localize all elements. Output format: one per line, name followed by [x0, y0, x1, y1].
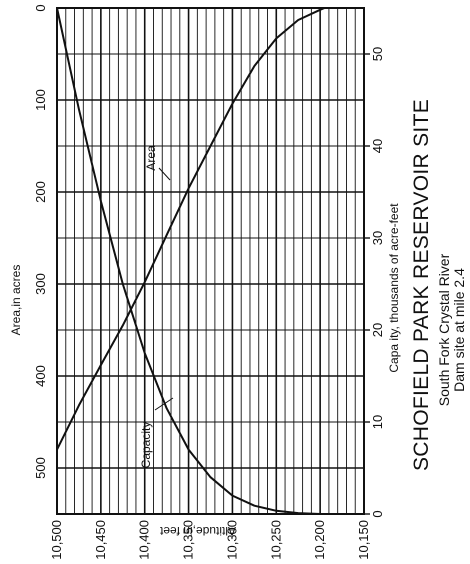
- area-axis-label: Area,in acres: [9, 265, 23, 336]
- area-tick-label: 0: [33, 4, 48, 11]
- plot-grid: [56, 7, 370, 515]
- tick-labels: 0 100 200 300 400 500 0 10 20 30 40 50 10,500 10,450 1…: [33, 4, 385, 559]
- capacity-tick-label: 40: [370, 139, 385, 153]
- area-tick-label: 200: [33, 181, 48, 203]
- area-tick-label: 500: [33, 457, 48, 479]
- plot-frame: [56, 7, 365, 515]
- area-curve-label: Area: [144, 145, 171, 181]
- altitude-tick-label: 10,450: [93, 520, 108, 560]
- altitude-tick-label: 10,400: [137, 520, 152, 560]
- capacity-tick-label: 50: [370, 47, 385, 61]
- altitude-tick-label: 10,200: [312, 520, 327, 560]
- plot-curves: [56, 7, 325, 515]
- chart-subtitle-1: South Fork Crystal River: [436, 253, 452, 406]
- area-tick-label: 400: [33, 365, 48, 387]
- area-tick-label: 300: [33, 273, 48, 295]
- altitude-tick-label: 10,250: [268, 520, 283, 560]
- capacity-label-leader: [154, 397, 174, 411]
- altitude-tick-label: 10,500: [49, 520, 64, 560]
- chart-subtitle-2: Dam site at mile 2.4: [451, 268, 467, 392]
- chart-title: SCHOFIELD PARK RESERVOIR SITE: [410, 99, 433, 471]
- capacity-tick-label: 10: [370, 415, 385, 429]
- capacity-curve: [56, 7, 321, 515]
- capacity-tick-label: 0: [370, 510, 385, 517]
- capacity-axis-label: Capa ity, thousands of acre-feet: [387, 203, 401, 373]
- altitude-tick-label: 10,350: [181, 520, 196, 560]
- altitude-tick-label: 10,300: [224, 520, 239, 560]
- capacity-tick-label: 30: [370, 231, 385, 245]
- svg-text:Capacity: Capacity: [139, 422, 153, 469]
- area-tick-label: 100: [33, 89, 48, 111]
- area-curve: [56, 7, 325, 451]
- capacity-tick-label: 20: [370, 323, 385, 337]
- capacity-curve-label: Capacity: [139, 397, 174, 469]
- altitude-axis-label: Altitude,in feet: [159, 524, 236, 538]
- svg-text:Area: Area: [144, 145, 158, 171]
- altitude-tick-label: 10,150: [356, 520, 371, 560]
- area-label-leader: [158, 167, 171, 181]
